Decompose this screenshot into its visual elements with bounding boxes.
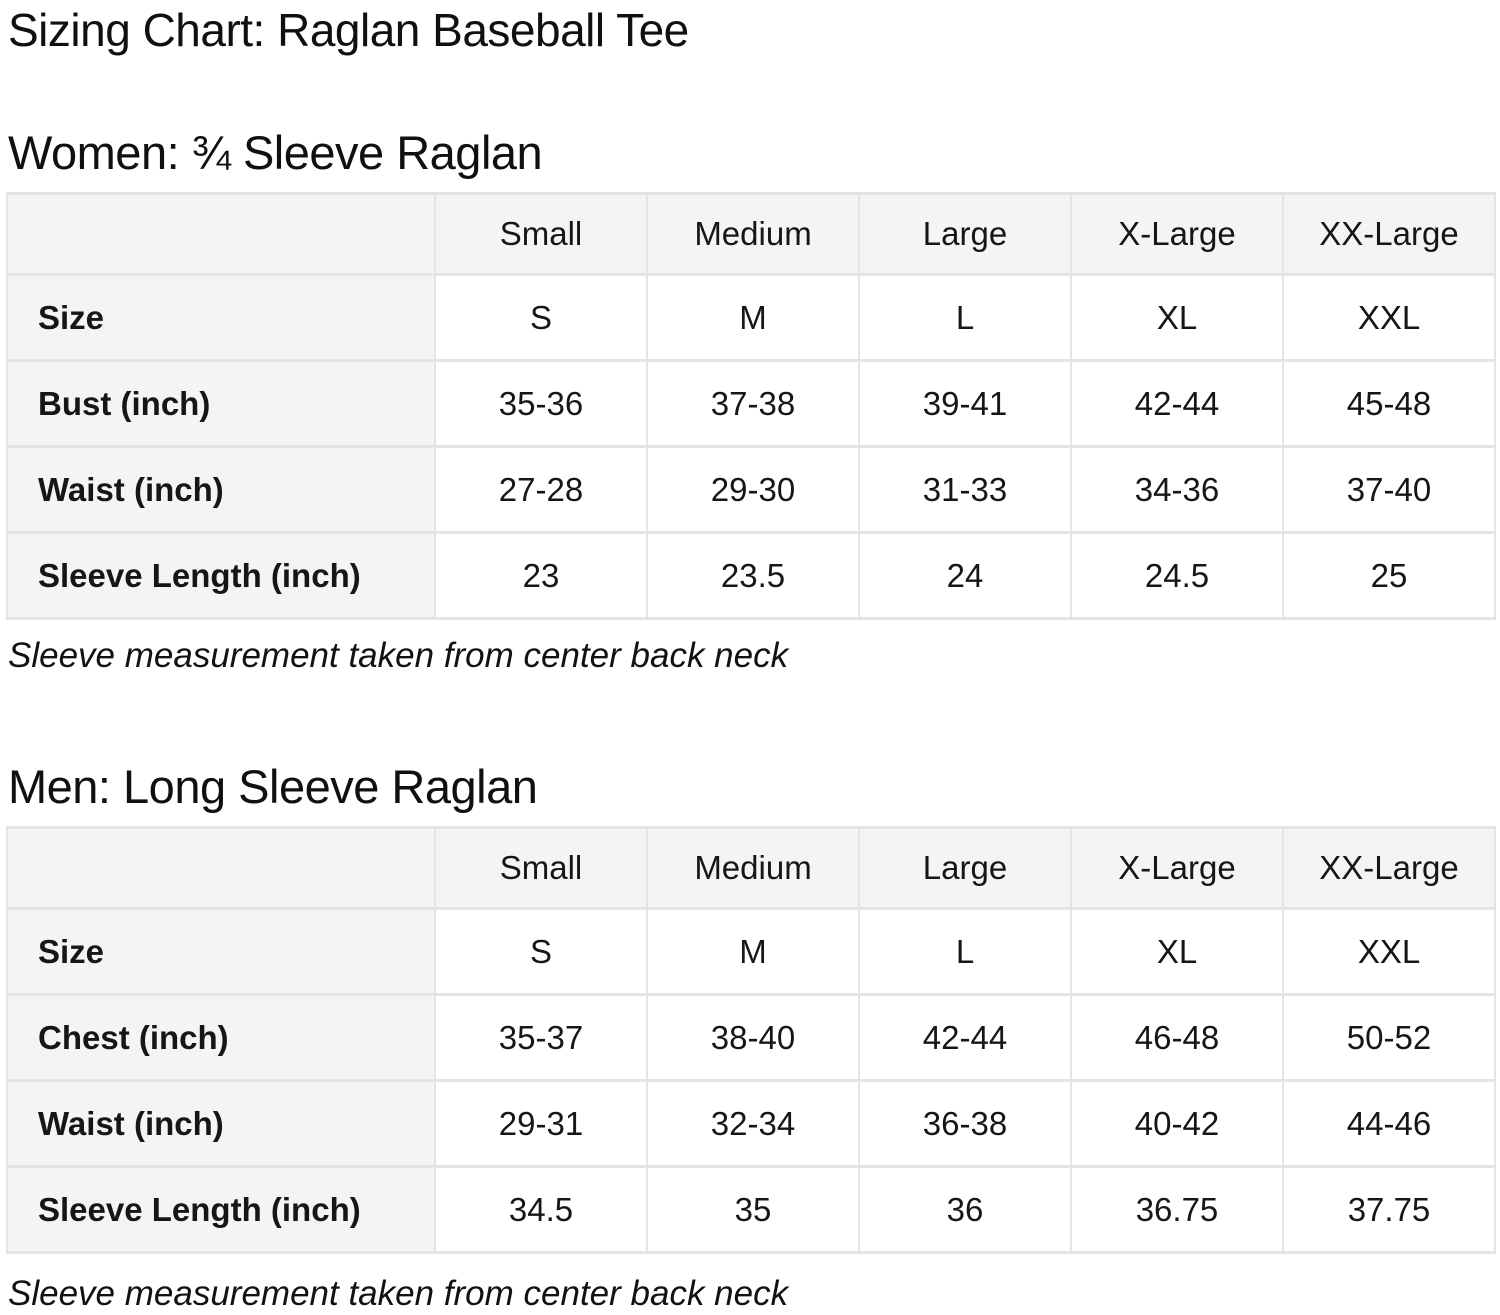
value-cell: XL (1070, 273, 1284, 362)
value-cell: 38-40 (646, 993, 860, 1082)
value-cell: M (646, 907, 860, 996)
value-cell: 36.75 (1070, 1165, 1284, 1254)
table-row-bust: Bust (inch) 35-36 37-38 39-41 42-44 45-4… (6, 359, 1496, 448)
page-title: Sizing Chart: Raglan Baseball Tee (8, 4, 689, 56)
value-cell: 46-48 (1070, 993, 1284, 1082)
column-header-xxlarge: XX-Large (1282, 192, 1496, 276)
women-sleeve-note: Sleeve measurement taken from center bac… (8, 636, 789, 675)
value-cell: 45-48 (1282, 359, 1496, 448)
value-cell: 31-33 (858, 445, 1072, 534)
value-cell: 23.5 (646, 531, 860, 620)
value-cell: 32-34 (646, 1079, 860, 1168)
table-row-size: Size S M L XL XXL (6, 907, 1496, 996)
table-row-size: Size S M L XL XXL (6, 273, 1496, 362)
column-header-xlarge: X-Large (1070, 192, 1284, 276)
table-row-sleeve-length: Sleeve Length (inch) 34.5 35 36 36.75 37… (6, 1165, 1496, 1254)
value-cell: 23 (434, 531, 648, 620)
column-header-large: Large (858, 192, 1072, 276)
value-cell: 44-46 (1282, 1079, 1496, 1168)
value-cell: 36-38 (858, 1079, 1072, 1168)
value-cell: XL (1070, 907, 1284, 996)
column-header-large: Large (858, 826, 1072, 910)
value-cell: 42-44 (858, 993, 1072, 1082)
row-label: Waist (inch) (6, 445, 436, 534)
table-header-row: Small Medium Large X-Large XX-Large (6, 826, 1496, 910)
column-header-small: Small (434, 826, 648, 910)
row-label: Sleeve Length (inch) (6, 1165, 436, 1254)
value-cell: 40-42 (1070, 1079, 1284, 1168)
value-cell: 35 (646, 1165, 860, 1254)
column-header-small: Small (434, 192, 648, 276)
value-cell: 24.5 (1070, 531, 1284, 620)
row-label: Waist (inch) (6, 1079, 436, 1168)
row-label: Sleeve Length (inch) (6, 531, 436, 620)
value-cell: 36 (858, 1165, 1072, 1254)
value-cell: XXL (1282, 907, 1496, 996)
women-sizing-table: Small Medium Large X-Large XX-Large Size… (6, 192, 1496, 620)
value-cell: M (646, 273, 860, 362)
column-header-medium: Medium (646, 826, 860, 910)
value-cell: S (434, 907, 648, 996)
value-cell: 37-38 (646, 359, 860, 448)
table-row-waist: Waist (inch) 29-31 32-34 36-38 40-42 44-… (6, 1079, 1496, 1168)
row-label: Size (6, 273, 436, 362)
corner-cell (6, 826, 436, 910)
value-cell: XXL (1282, 273, 1496, 362)
table-row-chest: Chest (inch) 35-37 38-40 42-44 46-48 50-… (6, 993, 1496, 1082)
value-cell: 42-44 (1070, 359, 1284, 448)
value-cell: 27-28 (434, 445, 648, 534)
value-cell: 50-52 (1282, 993, 1496, 1082)
men-sizing-table: Small Medium Large X-Large XX-Large Size… (6, 826, 1496, 1254)
value-cell: 34.5 (434, 1165, 648, 1254)
column-header-medium: Medium (646, 192, 860, 276)
row-label: Chest (inch) (6, 993, 436, 1082)
value-cell: L (858, 907, 1072, 996)
value-cell: 29-31 (434, 1079, 648, 1168)
table-row-sleeve-length: Sleeve Length (inch) 23 23.5 24 24.5 25 (6, 531, 1496, 620)
men-sleeve-note: Sleeve measurement taken from center bac… (8, 1274, 789, 1313)
value-cell: S (434, 273, 648, 362)
table-header-row: Small Medium Large X-Large XX-Large (6, 192, 1496, 276)
value-cell: 35-37 (434, 993, 648, 1082)
value-cell: L (858, 273, 1072, 362)
value-cell: 37-40 (1282, 445, 1496, 534)
section-heading-men: Men: Long Sleeve Raglan (8, 760, 538, 813)
value-cell: 29-30 (646, 445, 860, 534)
corner-cell (6, 192, 436, 276)
value-cell: 35-36 (434, 359, 648, 448)
value-cell: 37.75 (1282, 1165, 1496, 1254)
column-header-xxlarge: XX-Large (1282, 826, 1496, 910)
row-label: Size (6, 907, 436, 996)
table-row-waist: Waist (inch) 27-28 29-30 31-33 34-36 37-… (6, 445, 1496, 534)
row-label: Bust (inch) (6, 359, 436, 448)
column-header-xlarge: X-Large (1070, 826, 1284, 910)
value-cell: 39-41 (858, 359, 1072, 448)
value-cell: 25 (1282, 531, 1496, 620)
value-cell: 24 (858, 531, 1072, 620)
section-heading-women: Women: ¾ Sleeve Raglan (8, 126, 543, 179)
value-cell: 34-36 (1070, 445, 1284, 534)
